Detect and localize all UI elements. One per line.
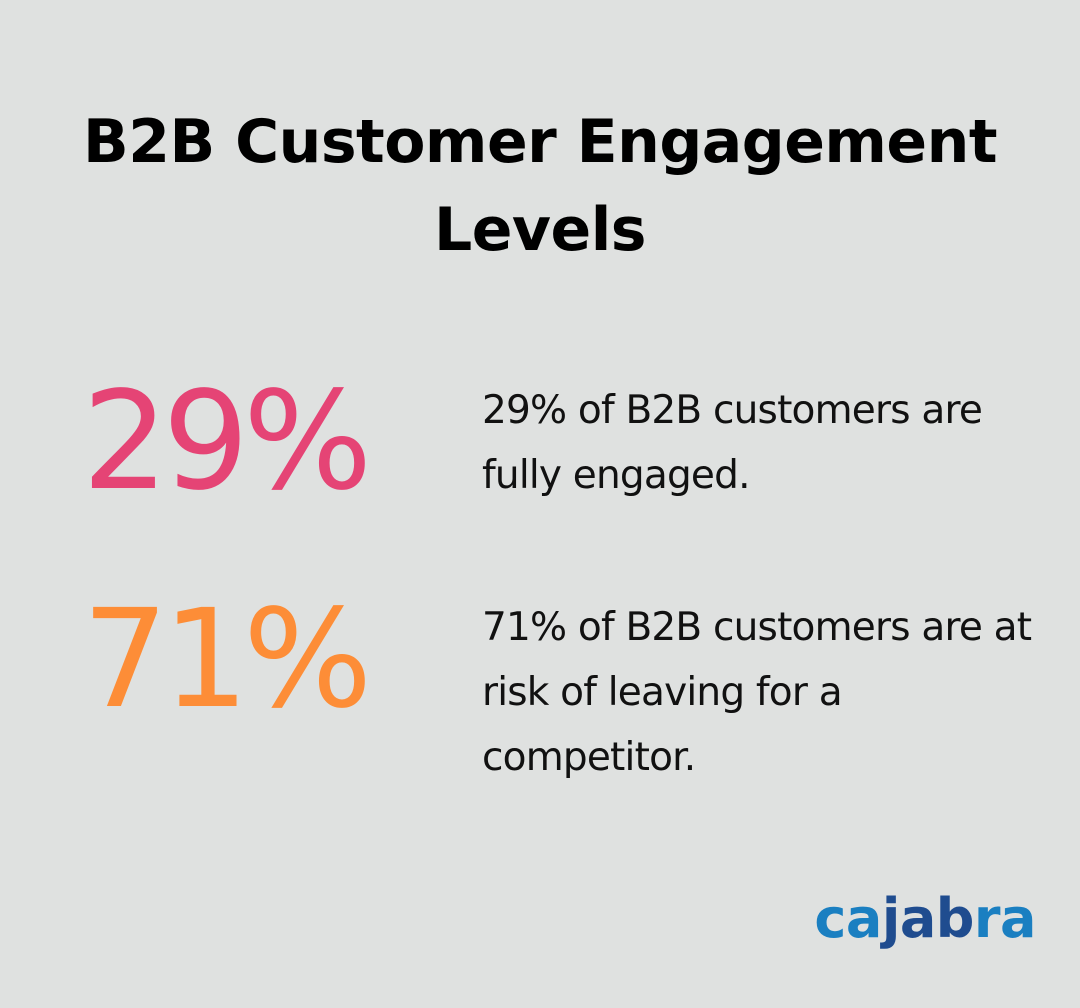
stat-value-at-risk: 71% (82, 581, 372, 739)
stat-description-at-risk: 71% of B2B customers are at risk of leav… (482, 605, 1032, 780)
stat-value-engaged: 29% (82, 363, 372, 521)
logo-part-2: jab (881, 887, 975, 950)
cajabra-logo: cajabra (814, 892, 1036, 946)
logo-part-1: ca (814, 887, 882, 950)
page-title: B2B Customer Engagement Levels (82, 107, 998, 265)
stat-description-engaged: 29% of B2B customers are fully engaged. (482, 388, 983, 498)
logo-part-3: ra (973, 887, 1037, 950)
